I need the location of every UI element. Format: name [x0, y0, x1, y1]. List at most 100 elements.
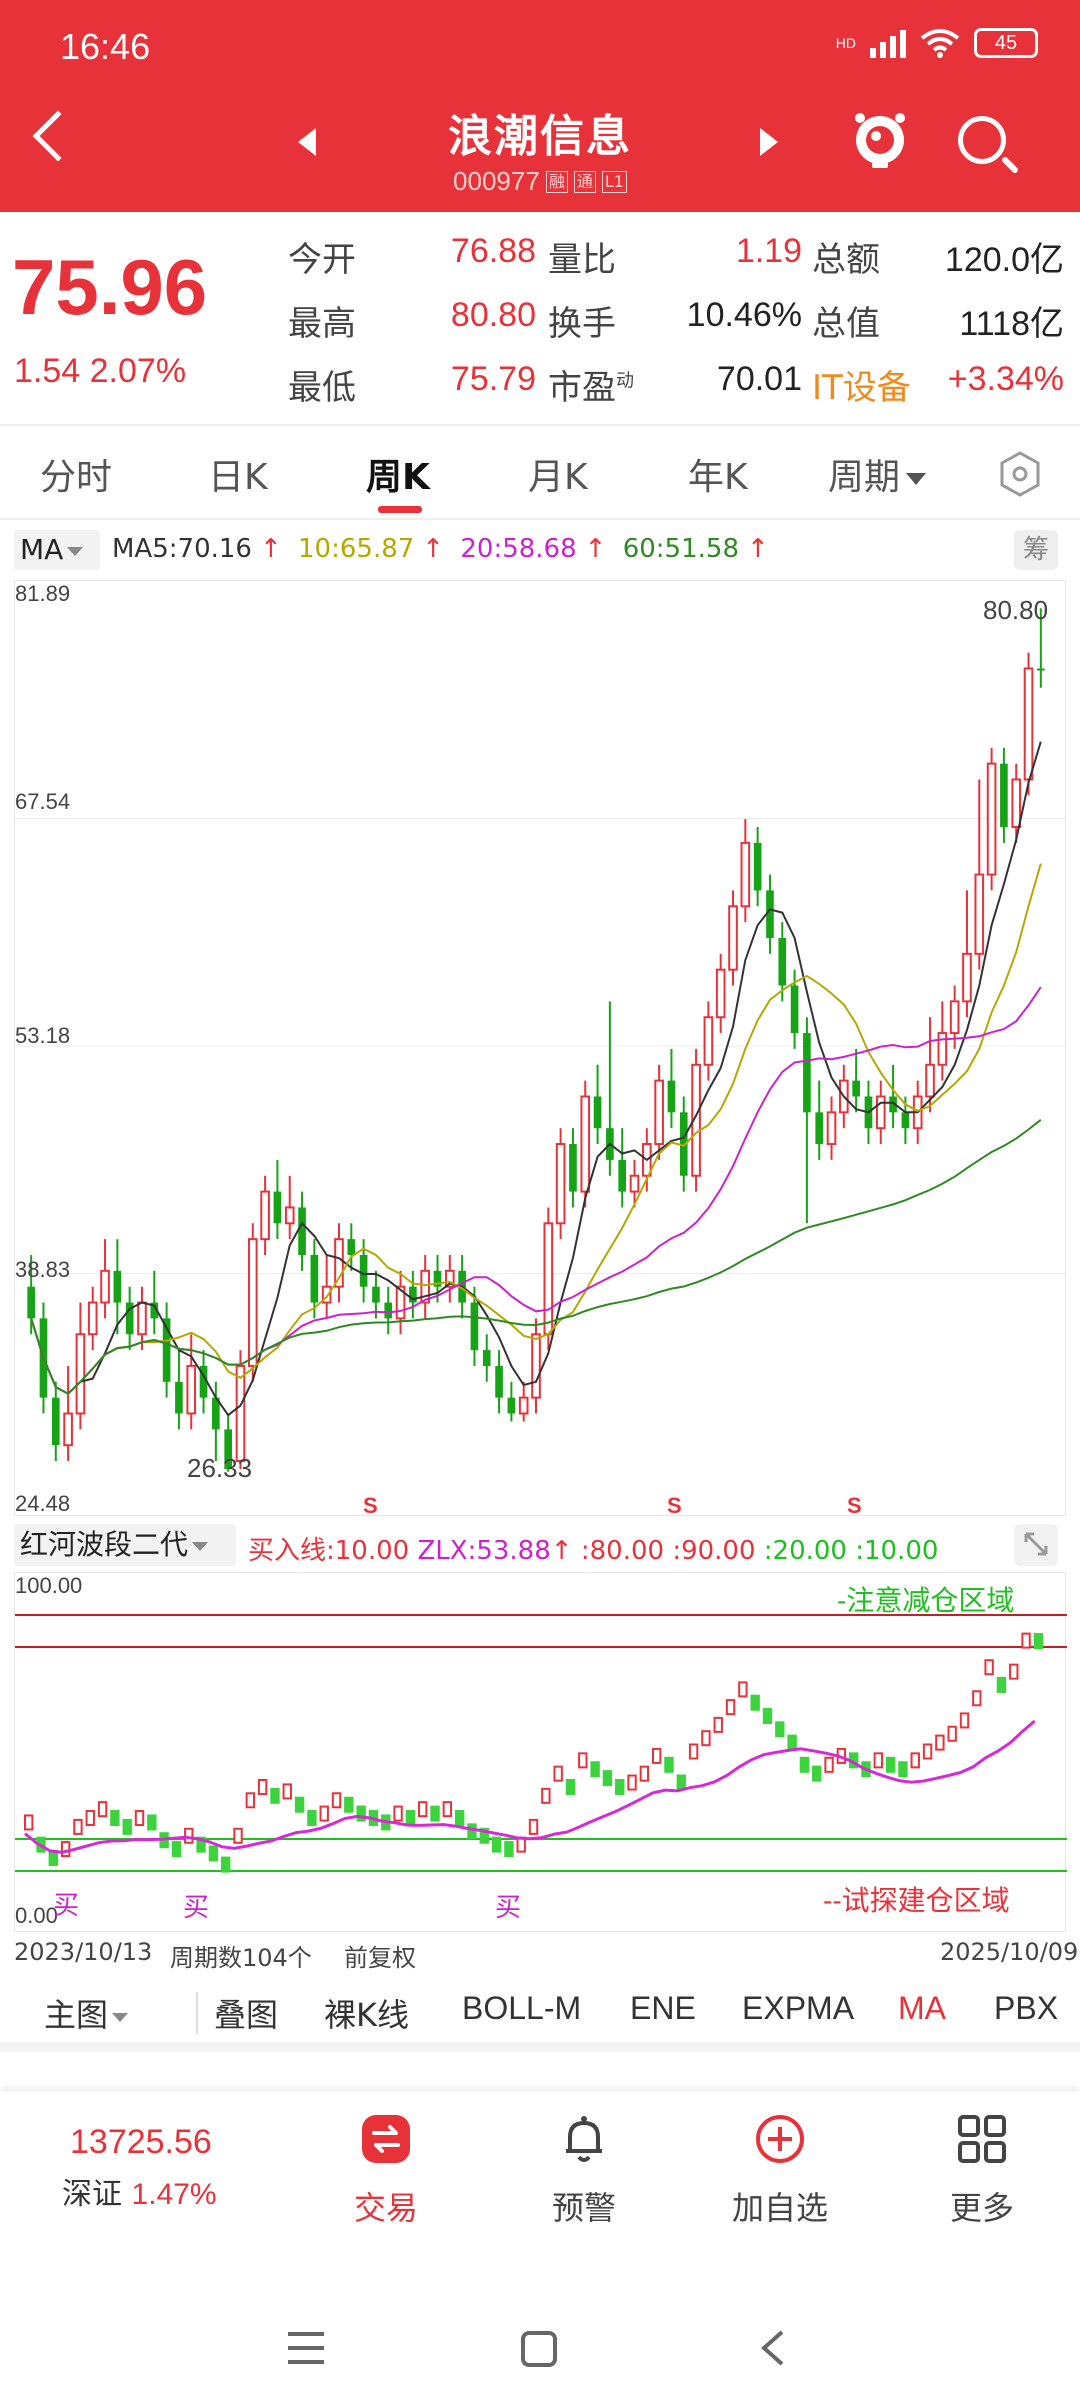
- tab-yearly[interactable]: 年K: [688, 457, 748, 498]
- candle: [372, 1286, 380, 1303]
- wave-bar: [331, 1792, 342, 1809]
- sector-link[interactable]: IT设备: [812, 368, 911, 408]
- candle: [186, 1364, 197, 1415]
- indicator-chart[interactable]: 100.00 0.00 -注意减仓区域 --试探建仓区域 买 买 买: [14, 1572, 1067, 1932]
- wave-bar: [85, 1810, 95, 1827]
- ma-line-5: [30, 741, 1042, 1417]
- bottom-nav: 13725.56 深证 1.47% 交易 预警 加自选 更多: [0, 2090, 1080, 2240]
- tool-overlay[interactable]: 叠图: [214, 1996, 279, 2034]
- open-value: 76.88: [450, 232, 536, 270]
- wave-bar: [184, 1827, 194, 1844]
- nav-trade[interactable]: 交易: [306, 2091, 466, 2241]
- tool-expma[interactable]: EXPMA: [742, 1990, 855, 2026]
- signal-icon: [870, 28, 906, 58]
- candle: [703, 1016, 714, 1066]
- candle: [273, 1191, 282, 1224]
- sector-change: +3.34%: [947, 360, 1064, 398]
- chip-distribution-button[interactable]: 筹: [1014, 530, 1058, 570]
- wave-bar: [651, 1747, 662, 1764]
- wave-bar: [1009, 1663, 1019, 1680]
- candle: [875, 1095, 886, 1130]
- nav-trade-label: 交易: [353, 2189, 418, 2227]
- wave-bar: [491, 1836, 502, 1853]
- nav-add-watchlist[interactable]: 加自选: [700, 2091, 860, 2241]
- volume-ratio-value: 1.19: [735, 232, 802, 270]
- nav-more[interactable]: 更多: [902, 2091, 1062, 2241]
- pe-label: 市盈动: [548, 368, 634, 408]
- settings-hexagon-icon[interactable]: [996, 450, 1044, 498]
- wave-bar: [110, 1810, 120, 1827]
- stock-name: 浪潮信息: [448, 111, 632, 162]
- ma-selector[interactable]: MA: [14, 530, 100, 570]
- candle: [778, 937, 787, 986]
- ma-line-60: [30, 1119, 1042, 1395]
- pe-value: 70.01: [716, 360, 802, 398]
- volume-ratio-label: 量比: [548, 240, 616, 280]
- tab-period[interactable]: 周期: [828, 448, 927, 500]
- candle: [334, 1238, 344, 1288]
- tool-boll-m[interactable]: BOLL-M: [462, 1990, 582, 2026]
- low-price-label: 26.33: [187, 1453, 253, 1483]
- kline-chart[interactable]: 81.89 67.54 53.18 38.83 24.48 80.80 26.3…: [14, 580, 1067, 1518]
- high-price-label: 80.80: [983, 595, 1049, 625]
- high-label: 最高: [288, 304, 356, 344]
- turnover-amount-label: 总额: [812, 240, 880, 280]
- tab-daily[interactable]: 日K: [208, 457, 268, 498]
- turnover-rate-value: 10.46%: [686, 296, 802, 334]
- wave-bar: [565, 1778, 576, 1795]
- status-icons: HD 45: [836, 28, 1038, 58]
- wave-bar: [196, 1836, 206, 1853]
- wave-bar: [873, 1752, 884, 1769]
- divider: [196, 1992, 198, 2034]
- wave-bar: [922, 1743, 933, 1760]
- wave-bar: [639, 1765, 650, 1782]
- tab-intraday[interactable]: 分时: [40, 457, 113, 498]
- indicator-tools: 主图 叠图 裸K线 BOLL-M ENE EXPMA MA PBX: [0, 1976, 1080, 2052]
- prev-stock-icon[interactable]: [298, 128, 316, 156]
- candle: [495, 1365, 503, 1398]
- ma-legend: MA MA5:70.16 ↑ 10:65.87 ↑ 20:58.68 ↑ 60:51.…: [0, 524, 1080, 572]
- candle: [359, 1254, 368, 1287]
- buy-line-value: 买入线:10.00: [248, 1536, 410, 1566]
- candle: [518, 1396, 529, 1415]
- wave-bar: [750, 1694, 760, 1711]
- market-cap-value: 1118亿: [959, 305, 1064, 343]
- index-value[interactable]: 13725.56: [70, 2123, 212, 2161]
- wave-bar: [812, 1765, 822, 1782]
- indicator-selector[interactable]: 红河波段二代: [14, 1524, 236, 1566]
- grid-icon: [958, 2115, 1006, 2163]
- end-date: 2025/10/09: [940, 1938, 1079, 1966]
- index-name[interactable]: 深证 1.47%: [62, 2177, 217, 2212]
- candle: [409, 1286, 417, 1303]
- candle: [728, 905, 738, 971]
- candle: [100, 1269, 110, 1304]
- candle: [937, 1032, 948, 1066]
- search-icon[interactable]: [958, 116, 1006, 164]
- tool-main-chart[interactable]: 主图: [44, 1990, 129, 2036]
- stock-code: 000977: [453, 166, 540, 196]
- tab-monthly[interactable]: 月K: [528, 457, 588, 498]
- period-tabs: 分时 日K 周K 月K 年K 周期: [0, 428, 1080, 520]
- ma60-value: 60:51.58: [622, 534, 739, 564]
- menu-icon[interactable]: [286, 2330, 326, 2366]
- tool-pbx[interactable]: PBX: [994, 1990, 1059, 2026]
- candle: [815, 1112, 824, 1145]
- tool-ene[interactable]: ENE: [630, 1990, 696, 2026]
- tab-weekly[interactable]: 周K: [366, 457, 430, 498]
- wave-bar: [147, 1814, 157, 1831]
- home-icon[interactable]: [520, 2330, 558, 2368]
- wave-bar: [578, 1752, 588, 1769]
- adjust-mode[interactable]: 前复权: [344, 1944, 416, 1972]
- tool-ma[interactable]: MA: [898, 1990, 946, 2026]
- back-nav-icon[interactable]: [758, 2328, 788, 2368]
- mascot-icon[interactable]: [852, 110, 908, 170]
- candle: [420, 1269, 430, 1304]
- nav-alert[interactable]: 预警: [504, 2091, 664, 2241]
- candle: [51, 1397, 60, 1446]
- next-stock-icon[interactable]: [760, 128, 778, 156]
- candle: [162, 1318, 171, 1382]
- ind-top-tick: 100.00: [15, 1573, 83, 1598]
- candle: [569, 1144, 577, 1192]
- tool-bare-k[interactable]: 裸K线: [324, 1996, 409, 2034]
- expand-icon[interactable]: [1014, 1524, 1058, 1566]
